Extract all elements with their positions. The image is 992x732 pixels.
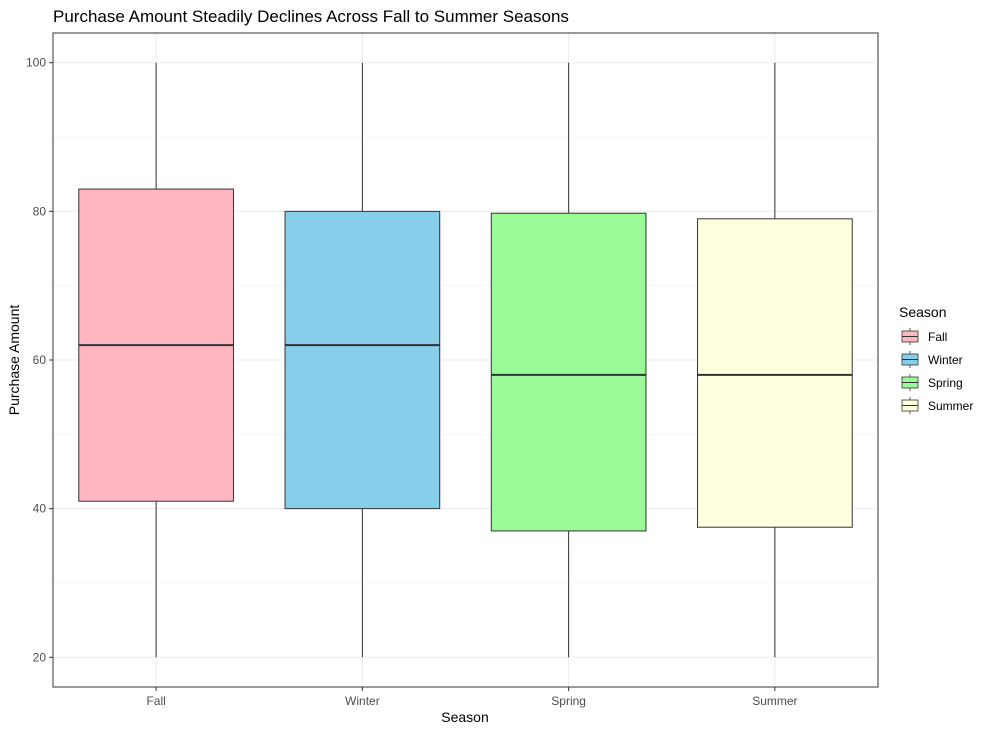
box-summer [697, 62, 853, 658]
y-axis-title: Purchase Amount [6, 305, 22, 416]
box-winter [284, 62, 441, 658]
x-tick-label: Summer [752, 694, 797, 708]
iqr-box [284, 210, 441, 510]
legend-title: Season [899, 304, 946, 320]
box-spring [490, 62, 647, 658]
legend: Season Fall Winter Spring Summer [899, 304, 973, 414]
y-tick-label: 60 [33, 353, 47, 367]
legend-label: Winter [928, 353, 963, 367]
plot-boxes [78, 62, 853, 658]
legend-item-winter: Winter [901, 351, 963, 368]
iqr-box [697, 218, 853, 528]
y-axis: 20 40 60 80 100 [26, 56, 53, 664]
chart-title: Purchase Amount Steadily Declines Across… [53, 7, 569, 26]
y-tick-label: 80 [33, 204, 47, 218]
y-tick-label: 40 [33, 502, 47, 516]
x-tick-label: Fall [146, 694, 165, 708]
x-axis: Fall Winter Spring Summer [146, 687, 798, 708]
legend-label: Fall [928, 330, 947, 344]
y-tick-label: 100 [26, 56, 46, 70]
box-fall [78, 62, 234, 658]
x-tick-label: Winter [345, 694, 380, 708]
iqr-box [490, 212, 647, 532]
legend-item-spring: Spring [901, 374, 963, 391]
y-tick-label: 20 [33, 650, 47, 664]
x-axis-title: Season [441, 709, 488, 725]
x-tick-label: Spring [551, 694, 586, 708]
legend-item-fall: Fall [901, 328, 947, 345]
legend-label: Summer [928, 399, 973, 413]
legend-label: Spring [928, 376, 963, 390]
legend-item-summer: Summer [901, 397, 973, 414]
